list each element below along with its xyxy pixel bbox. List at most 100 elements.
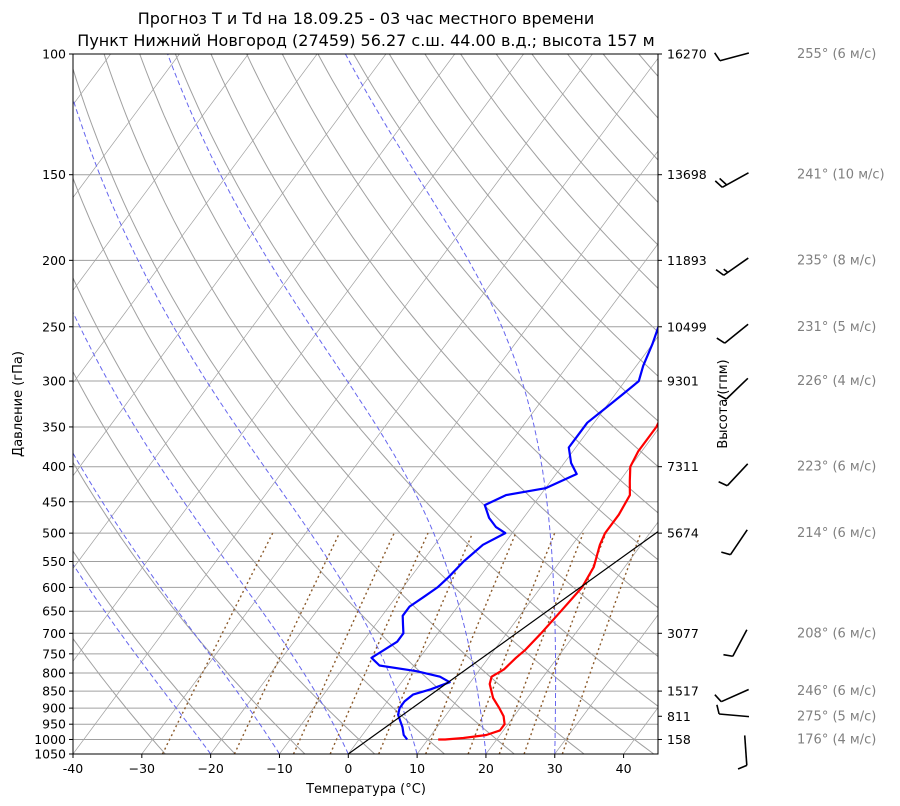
height-tick-label: 16270 [667, 47, 707, 62]
wind-barb [737, 735, 748, 770]
wind-barb-flag [717, 394, 727, 400]
dry-adiabat [139, 54, 658, 707]
moist-adiabat [73, 311, 349, 754]
isotherm-line [73, 54, 456, 570]
dry-adiabat [210, 54, 658, 609]
dry-adiabat [73, 67, 585, 754]
mixing-ratio-line [467, 532, 556, 754]
dry-adiabat [531, 54, 658, 204]
wind-barb-staff [726, 463, 749, 487]
height-tick-label: 158 [667, 732, 691, 747]
wind-barb-staff [719, 52, 750, 62]
isotherm-line [73, 54, 249, 291]
wind-barb-flag [718, 481, 728, 487]
wind-barb-flag [713, 52, 721, 62]
isotherm-line [485, 521, 658, 754]
mixing-ratio-line [329, 532, 429, 754]
wind-barbs: 255° (6 м/с) 241° (10 м/с) 235° (8 м/с) 231… [713, 47, 885, 770]
wind-barb [714, 172, 749, 189]
mixing-ratio-line [378, 532, 474, 754]
height-tick-label: 1517 [667, 684, 699, 699]
chart-title-line2: Пункт Нижний Новгород (27459) 56.27 с.ш.… [77, 31, 654, 50]
dry-adiabat [73, 461, 306, 754]
x-axis-ticks: -40 −30 −20 −10 0 10 20 30 40 [63, 754, 632, 776]
wind-barb [713, 52, 750, 62]
isotherm-line [141, 57, 658, 754]
dewpoint-profile [370, 325, 658, 741]
wind-label: 214° (6 м/с) [797, 526, 876, 541]
wind-barb-flag [737, 764, 748, 770]
wind-barb-flag [716, 704, 720, 715]
y-axis-ticks: 100 150 200 250 300 350 400 450 500 550 600 650 700 7… [34, 47, 73, 762]
wind-label: 275° (5 м/с) [797, 709, 876, 724]
wind-barb-flag [716, 337, 726, 344]
y-tick-label: 250 [42, 319, 66, 334]
x-tick-label: 30 [547, 761, 563, 776]
x-tick-label: 20 [478, 761, 494, 776]
isotherm-line [348, 336, 658, 754]
dry-adiabat [495, 54, 658, 246]
isotherm-line [210, 150, 658, 754]
y-tick-label: 900 [42, 701, 66, 716]
x-tick-label: −30 [129, 761, 155, 776]
dry-adiabat [388, 54, 658, 377]
y-tick-label: 850 [42, 684, 66, 699]
y-tick-label: 400 [42, 459, 66, 474]
plot-frame [72, 53, 659, 755]
wind-barb-half-flag [723, 268, 729, 274]
wind-label: 176° (4 м/с) [797, 732, 876, 747]
dry-adiabat [460, 54, 658, 289]
mixing-ratio-line [561, 532, 642, 754]
height-tick-label: 13698 [667, 167, 707, 182]
y-tick-label: 500 [42, 526, 66, 541]
parcel-path [347, 530, 658, 754]
wind-barb-flag [721, 551, 731, 556]
dry-adiabat [710, 54, 900, 754]
x-tick-label: −10 [266, 761, 292, 776]
height-axis-label: Высота (гпм) [716, 359, 731, 448]
wind-label: 246° (6 м/с) [797, 684, 876, 699]
background-grid [73, 54, 900, 754]
dry-adiabat [675, 54, 900, 754]
dry-adiabat [73, 550, 236, 754]
y-tick-label: 150 [42, 167, 66, 182]
wind-barb-staff [720, 688, 749, 703]
y-tick-label: 1050 [34, 747, 66, 762]
height-tick-label: 11893 [667, 253, 707, 268]
isotherm-line [73, 54, 180, 199]
height-axis-ticks: 16270 13698 11893 10499 9301 7311 5674 3077 1517… [658, 47, 707, 747]
isotherm-line [554, 614, 658, 754]
x-tick-label: -40 [63, 761, 83, 776]
isotherm-line [73, 54, 387, 477]
wind-barb [716, 704, 750, 718]
wind-barb-flag [714, 180, 723, 188]
wind-barb [718, 463, 749, 487]
profile-lines [347, 325, 658, 754]
height-tick-label: 5674 [667, 526, 699, 541]
y-tick-label: 800 [42, 666, 66, 681]
x-tick-label: 40 [616, 761, 632, 776]
dry-adiabat [424, 54, 658, 333]
mixing-ratio-line [161, 532, 274, 754]
wind-barb-staff [729, 529, 748, 556]
x-tick-label: −20 [197, 761, 223, 776]
x-tick-label: 0 [344, 761, 352, 776]
height-tick-label: 811 [667, 709, 691, 724]
height-tick-label: 3077 [667, 626, 699, 641]
wind-barb-staff [743, 735, 748, 766]
temperature-profile [438, 421, 658, 741]
wind-barb-staff [719, 713, 750, 718]
dry-adiabat [73, 370, 376, 754]
wind-barb-staff [724, 323, 749, 344]
isotherm-line [73, 54, 524, 662]
y-tick-label: 200 [42, 253, 66, 268]
wind-label: 226° (4 м/с) [797, 374, 876, 389]
y-tick-label: 750 [42, 646, 66, 661]
isotherm-line [761, 54, 900, 754]
wind-barb-flag [723, 653, 733, 658]
moist-adiabat [73, 452, 280, 754]
y-tick-label: 550 [42, 554, 66, 569]
dry-adiabat [174, 54, 658, 658]
x-tick-label: 10 [409, 761, 425, 776]
